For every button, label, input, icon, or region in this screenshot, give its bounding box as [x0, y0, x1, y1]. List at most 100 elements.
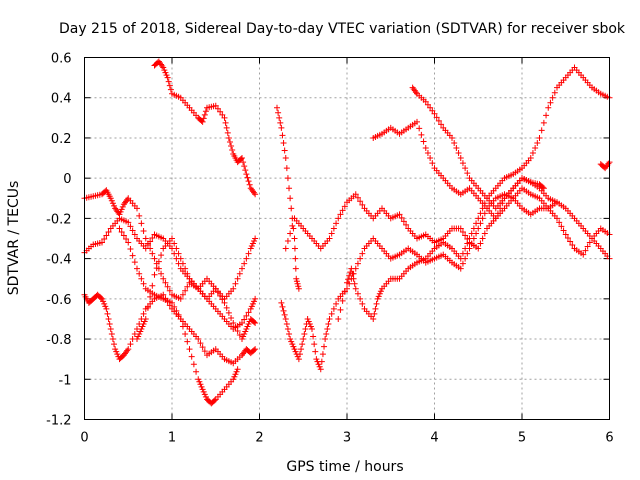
data-point	[169, 235, 175, 242]
data-point	[547, 99, 554, 106]
data-point	[184, 270, 191, 277]
data-point	[201, 391, 208, 398]
data-point	[245, 320, 252, 327]
data-point	[352, 285, 359, 292]
y-tick-label: -0.2	[46, 212, 71, 227]
data-point	[190, 361, 197, 368]
data-point	[125, 219, 132, 226]
data-point	[241, 331, 248, 338]
y-tick-label: -0.4	[46, 253, 71, 268]
data-points	[81, 58, 613, 407]
data-point	[558, 223, 565, 230]
data-point	[252, 235, 259, 242]
data-point	[457, 155, 464, 162]
data-point	[141, 318, 148, 325]
data-point	[294, 280, 301, 287]
data-point	[357, 295, 364, 302]
data-point	[341, 203, 348, 210]
x-tick-label: 0	[80, 431, 88, 446]
data-point	[462, 165, 469, 172]
data-point	[108, 197, 115, 204]
x-tick-label: 1	[168, 431, 176, 446]
data-point	[177, 255, 184, 262]
data-point	[111, 202, 118, 209]
data-point	[104, 310, 111, 317]
data-point	[540, 185, 547, 192]
data-point	[100, 298, 107, 305]
data-point	[123, 236, 130, 243]
data-point	[166, 287, 173, 294]
data-point	[288, 338, 295, 345]
series-sat-4	[116, 225, 241, 407]
y-tick-label: -1	[59, 373, 72, 388]
data-point	[424, 101, 431, 108]
data-point	[186, 346, 193, 353]
data-point	[315, 361, 322, 368]
data-point	[337, 211, 344, 218]
data-point	[101, 300, 108, 307]
data-point	[295, 285, 302, 292]
data-point	[197, 381, 204, 388]
data-point	[538, 127, 545, 134]
data-point	[140, 227, 147, 234]
data-point	[236, 270, 243, 277]
data-point	[202, 393, 209, 400]
data-point	[309, 326, 315, 332]
data-point	[134, 205, 140, 212]
series-sat-10	[335, 64, 613, 322]
data-point	[457, 225, 464, 232]
data-point	[173, 245, 180, 252]
data-point	[163, 72, 170, 79]
data-point	[341, 288, 348, 295]
data-point	[295, 283, 302, 290]
data-point	[239, 336, 245, 343]
data-point	[307, 323, 314, 330]
data-point	[372, 305, 379, 312]
data-point	[184, 283, 191, 290]
data-point	[416, 125, 423, 132]
data-point	[371, 310, 378, 317]
data-point	[291, 346, 298, 353]
data-point	[286, 331, 293, 338]
x-tick-label: 4	[430, 431, 438, 446]
data-point	[236, 332, 243, 339]
data-point	[114, 351, 121, 358]
data-point	[317, 366, 324, 373]
data-point	[279, 132, 286, 139]
data-point	[459, 260, 466, 267]
data-point	[321, 343, 328, 350]
data-point	[162, 279, 169, 286]
data-point	[252, 319, 259, 326]
data-point	[429, 160, 436, 167]
data-point	[311, 341, 318, 348]
data-point	[370, 315, 377, 322]
data-point	[427, 104, 434, 111]
data-point	[330, 305, 337, 312]
data-point	[451, 139, 458, 146]
data-point	[234, 366, 241, 373]
data-point	[182, 265, 189, 272]
data-point	[106, 320, 113, 327]
data-point	[477, 210, 484, 217]
data-point	[310, 333, 317, 340]
plot-frame	[84, 57, 610, 420]
data-point	[231, 373, 238, 380]
data-point	[251, 347, 258, 354]
data-point	[335, 215, 342, 222]
data-point	[374, 295, 381, 302]
data-point	[147, 293, 154, 300]
data-point	[228, 142, 235, 149]
x-tick-label: 3	[343, 431, 351, 446]
data-point	[283, 165, 290, 172]
data-point	[292, 265, 299, 272]
data-point	[173, 307, 180, 314]
data-point	[462, 232, 469, 239]
data-point	[175, 311, 182, 318]
data-point	[142, 235, 149, 242]
data-point	[470, 225, 477, 232]
data-point	[373, 300, 380, 307]
data-point	[584, 243, 591, 250]
data-point	[161, 67, 168, 74]
data-point	[278, 124, 285, 131]
data-point	[125, 346, 132, 353]
